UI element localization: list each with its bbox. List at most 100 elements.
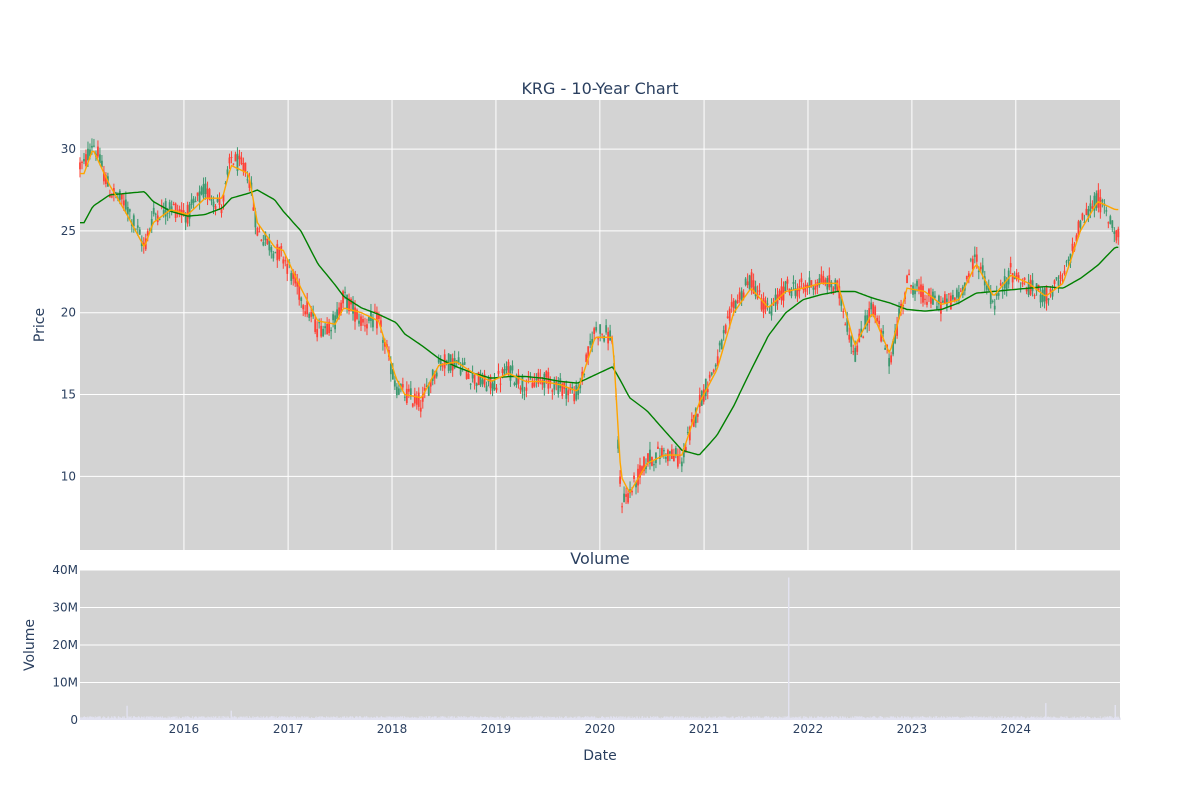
volume-bar xyxy=(664,716,666,720)
volume-bar xyxy=(813,718,815,720)
candle-up xyxy=(134,228,137,230)
volume-bar xyxy=(515,717,516,720)
candle-down xyxy=(732,300,735,308)
volume-bar xyxy=(391,717,393,720)
volume-bar xyxy=(601,716,603,720)
candle-up xyxy=(491,383,494,391)
volume-bar xyxy=(594,717,596,720)
volume-bar xyxy=(308,717,310,720)
volume-bar xyxy=(1103,717,1105,720)
volume-bar xyxy=(287,717,289,720)
candle-down xyxy=(240,157,243,165)
volume-bar xyxy=(797,717,799,720)
volume-bar xyxy=(638,718,640,720)
volume-bar xyxy=(583,717,585,720)
candle-up xyxy=(272,253,275,259)
candle-down xyxy=(340,302,342,314)
volume-bar xyxy=(1013,716,1015,720)
volume-bar xyxy=(980,717,982,720)
volume-bar xyxy=(857,716,859,720)
volume-bar xyxy=(155,716,157,720)
volume-bar xyxy=(377,716,379,720)
volume-bar xyxy=(845,717,847,720)
volume-bar xyxy=(1061,716,1062,720)
volume-bar xyxy=(100,718,102,720)
volume-bar xyxy=(896,718,898,720)
volume-bar xyxy=(807,718,809,720)
volume-bar xyxy=(134,716,135,720)
volume-bar xyxy=(641,716,643,720)
volume-bar xyxy=(773,717,775,720)
volume-bar xyxy=(853,717,855,720)
volume-bar xyxy=(975,718,977,720)
volume-bar xyxy=(675,716,677,720)
volume-bar xyxy=(118,716,120,720)
volume-bar xyxy=(151,717,153,720)
volume-bar xyxy=(764,716,766,720)
candle-up xyxy=(485,385,488,392)
volume-bar xyxy=(329,717,331,720)
volume-bar xyxy=(634,717,635,720)
volume-bar xyxy=(703,717,705,720)
volume-bar xyxy=(636,718,638,720)
volume-bar xyxy=(411,716,413,720)
volume-bar xyxy=(481,718,483,720)
volume-bar xyxy=(334,717,336,720)
volume-bar xyxy=(1033,716,1035,720)
volume-bar xyxy=(538,716,540,720)
volume-bar xyxy=(491,717,493,720)
volume-bar xyxy=(434,716,436,720)
volume-bar xyxy=(662,717,664,720)
candle-up xyxy=(981,265,984,273)
volume-bar xyxy=(406,718,408,720)
candle-up xyxy=(1083,221,1086,223)
volume-bar xyxy=(1007,717,1009,720)
volume-bar xyxy=(858,716,860,720)
volume-bar xyxy=(468,717,470,720)
candle-down xyxy=(108,195,111,198)
volume-bar xyxy=(742,718,744,720)
volume-bar xyxy=(646,716,648,720)
volume-bar xyxy=(321,716,323,720)
volume-bar xyxy=(686,717,688,720)
volume-bar xyxy=(856,717,857,720)
volume-bar xyxy=(894,716,896,720)
volume-bar xyxy=(284,716,286,720)
volume-bar xyxy=(817,716,819,720)
volume-bar xyxy=(1030,717,1032,720)
volume-bar xyxy=(1048,717,1050,720)
volume-bar xyxy=(257,716,259,720)
volume-bar xyxy=(684,718,686,720)
volume-bar xyxy=(1057,718,1058,720)
volume-bar xyxy=(768,717,770,720)
candle-up xyxy=(1087,209,1090,219)
candle-down xyxy=(696,413,699,417)
volume-bar xyxy=(582,716,584,720)
volume-bar xyxy=(270,717,272,720)
volume-bar xyxy=(576,717,578,720)
volume-bar xyxy=(394,718,396,720)
volume-bar xyxy=(1084,718,1086,720)
volume-bar xyxy=(612,716,614,720)
volume-bar xyxy=(130,716,132,720)
candle-up xyxy=(154,213,157,215)
volume-bar xyxy=(760,717,762,720)
volume-bar xyxy=(93,716,94,720)
volume-bar xyxy=(1090,718,1092,720)
volume-bar xyxy=(349,716,351,720)
volume-bar xyxy=(803,716,805,720)
candle-up xyxy=(403,396,406,398)
volume-bar xyxy=(116,718,118,720)
volume-bar xyxy=(124,717,126,720)
volume-bar xyxy=(1054,717,1056,720)
volume-bar xyxy=(798,718,799,720)
volume-bar xyxy=(306,716,307,720)
volume-bar xyxy=(962,717,964,720)
volume-bar xyxy=(1026,717,1028,720)
candle-up xyxy=(212,201,215,207)
volume-bar xyxy=(1050,717,1052,720)
date-tick-label: 2019 xyxy=(481,722,512,736)
candle-down xyxy=(304,311,307,315)
candle-down xyxy=(944,294,946,304)
volume-bar xyxy=(294,716,295,720)
